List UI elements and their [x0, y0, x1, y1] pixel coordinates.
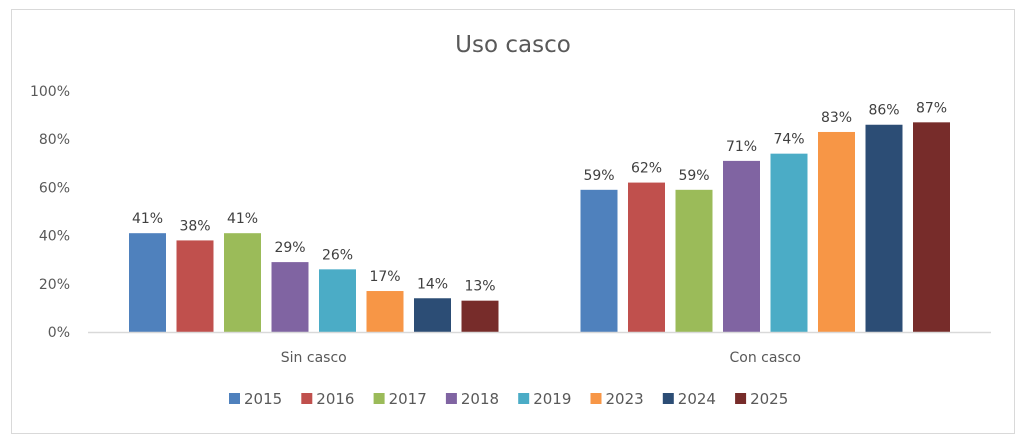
legend-item-2016: 2016: [301, 390, 354, 408]
data-label: 86%: [868, 103, 899, 119]
legend-label: 2016: [316, 390, 354, 408]
data-labels: 41% 38% 41% 29% 26% 17% 14% 13% 59% 62% 59% 71% 74% 8…: [132, 100, 947, 294]
bar-sin-casco-2015: [129, 233, 166, 332]
legend-item-2024: 2024: [662, 390, 716, 408]
bar-con-casco-2015: [580, 189, 618, 332]
y-axis: 0% 20% 40% 60% 80% 100%: [30, 84, 70, 341]
data-label: 83%: [821, 110, 852, 126]
legend-swatch: [518, 393, 530, 404]
bar-sin-casco-2016: [176, 240, 214, 332]
legend-item-2015: 2015: [229, 390, 282, 408]
legend-item-2025: 2025: [735, 390, 788, 408]
data-label: 14%: [417, 276, 448, 292]
legend-swatch: [229, 393, 240, 404]
x-category-label: Sin casco: [281, 350, 347, 366]
legend-label: 2018: [461, 390, 499, 408]
legend: 2015 2016 2017 2018 2019 2023 2024 2025: [229, 390, 788, 408]
legend-label: 2024: [678, 390, 716, 408]
data-label: 59%: [583, 168, 614, 184]
bar-sin-casco-2023: [366, 291, 404, 332]
data-label: 17%: [369, 269, 400, 285]
data-label: 13%: [464, 279, 495, 295]
data-label: 41%: [227, 211, 258, 227]
data-label: 38%: [179, 218, 210, 234]
legend-item-2023: 2023: [590, 390, 644, 408]
bar-con-casco-2023: [818, 131, 855, 332]
bar-sin-casco-2018: [271, 262, 309, 332]
legend-label: 2025: [750, 390, 788, 408]
legend-swatch: [662, 393, 674, 404]
data-label: 41%: [132, 211, 163, 227]
bar-sin-casco-2017: [224, 233, 261, 332]
y-tick-label: 80%: [39, 132, 70, 148]
legend-swatch: [301, 393, 313, 404]
legend-swatch: [445, 393, 457, 404]
bar-sin-casco-2024: [414, 298, 451, 332]
legend-label: 2017: [389, 390, 427, 408]
legend-label: 2023: [606, 390, 644, 408]
legend-label: 2015: [244, 390, 282, 408]
bar-con-casco-2017: [675, 189, 713, 332]
bar-con-casco-2025: [913, 122, 950, 332]
y-tick-label: 0%: [48, 325, 70, 341]
bar-con-casco-2018: [723, 160, 760, 332]
bar-sin-casco-2025: [461, 300, 499, 332]
legend-item-2017: 2017: [373, 390, 427, 408]
legend-item-2019: 2019: [518, 390, 571, 408]
bar-con-casco-2016: [628, 182, 665, 332]
y-tick-label: 100%: [30, 84, 70, 100]
legend-swatch: [373, 393, 385, 404]
legend-swatch: [735, 393, 747, 404]
data-label: 26%: [322, 247, 353, 263]
data-label: 59%: [678, 168, 709, 184]
bar-con-casco-2024: [865, 124, 903, 333]
chart-title: Uso casco: [455, 32, 571, 58]
y-tick-label: 40%: [39, 229, 70, 245]
data-label: 62%: [631, 161, 662, 177]
y-tick-label: 20%: [39, 277, 70, 293]
data-label: 87%: [916, 100, 947, 116]
bars: [129, 122, 950, 333]
bar-sin-casco-2019: [319, 269, 356, 332]
data-label: 29%: [274, 240, 305, 256]
x-axis-categories: Sin casco Con casco: [281, 350, 801, 366]
legend-item-2018: 2018: [445, 390, 499, 408]
x-category-label: Con casco: [730, 350, 802, 366]
data-label: 71%: [726, 139, 757, 155]
y-tick-label: 60%: [39, 180, 70, 196]
legend-swatch: [590, 393, 602, 404]
data-label: 74%: [773, 132, 804, 148]
bar-con-casco-2019: [770, 153, 808, 332]
legend-label: 2019: [533, 390, 571, 408]
